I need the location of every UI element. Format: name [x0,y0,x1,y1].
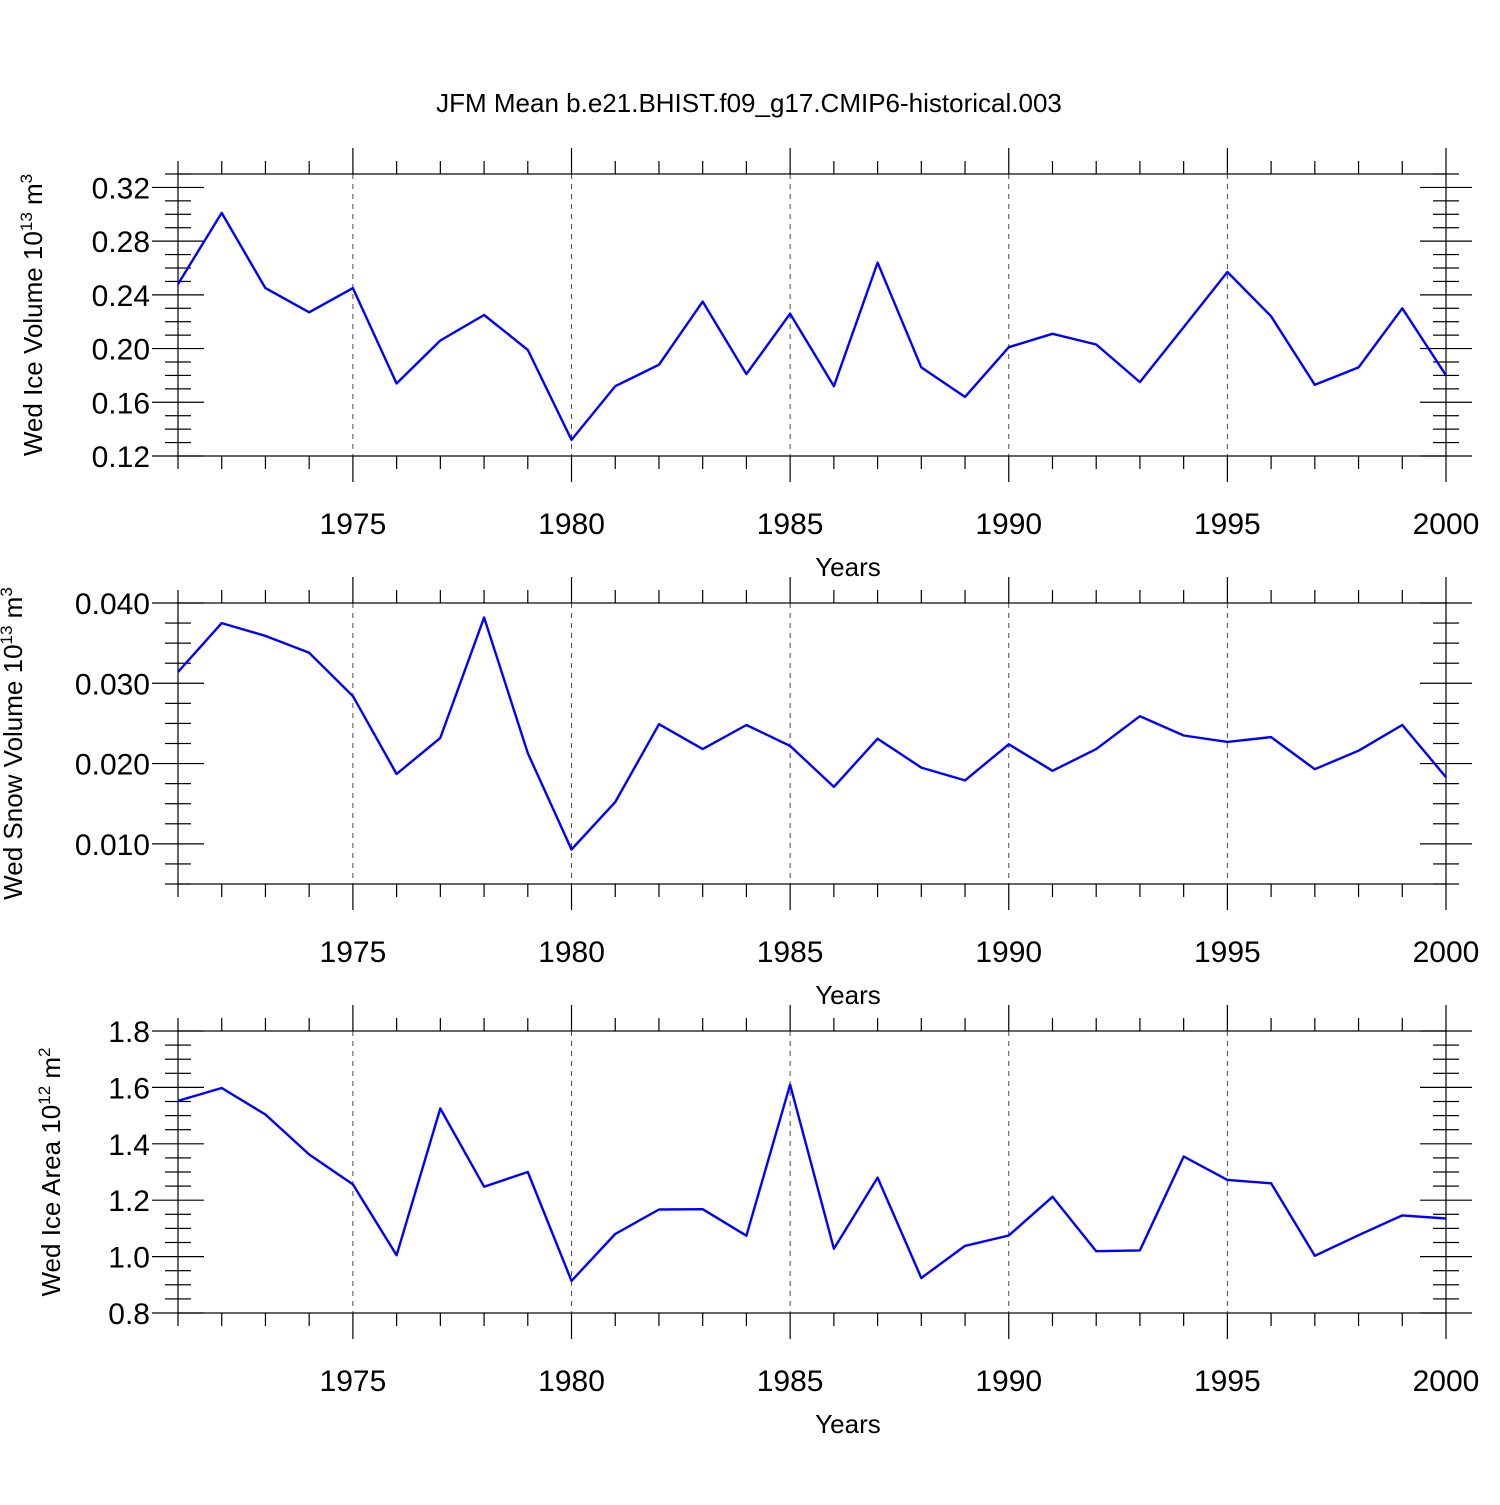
x-tick-label: 1975 [320,508,387,541]
y-tick-label: 1.2 [108,1185,150,1218]
plot-frame [177,602,1447,885]
y-axis-title-main: Wed Snow Volume 10 [0,644,28,899]
y-tick-label: 0.20 [92,334,150,367]
x-axis-title: Years [815,552,881,582]
x-tick-label: 1995 [1194,1365,1261,1398]
y-tick-label: 1.6 [108,1072,150,1105]
y-tick-label: 1.8 [108,1016,150,1049]
x-tick-label: 2000 [1413,1365,1480,1398]
x-tick-label: 1985 [757,508,824,541]
y-axis-title-unit: m [36,1057,66,1086]
y-tick-label: 0.12 [92,441,150,474]
x-tick-label: 1995 [1194,936,1261,969]
y-axis-title-exponent: 13 [0,626,16,645]
y-tick-label: 0.16 [92,387,150,420]
y-tick-label: 0.8 [108,1298,150,1331]
x-tick-label: 1975 [320,1365,387,1398]
x-tick-label: 1990 [975,508,1042,541]
x-tick-label: 2000 [1413,508,1480,541]
x-tick-label: 1995 [1194,508,1261,541]
plot-frame [177,173,1447,457]
y-axis-title-unit-exponent: 3 [17,174,36,183]
y-tick-label: 0.030 [75,668,150,701]
x-tick-label: 2000 [1413,936,1480,969]
y-tick-label: 0.040 [75,588,150,621]
x-tick-label: 1975 [320,936,387,969]
panel-ice-volume: 1975 1980 1985 1990 1995 2000 0.12 0.16 0.20 0.24… [17,148,1479,582]
y-tick-label: 0.24 [92,280,150,313]
y-tick-label: 1.0 [108,1242,150,1275]
y-axis-title-exponent: 12 [35,1086,54,1105]
plot-frame [177,1030,1447,1314]
y-axis-title-main: Wed Ice Volume 10 [18,231,48,456]
x-tick-label: 1980 [538,1365,605,1398]
x-tick-label: 1990 [975,936,1042,969]
panel-snow-volume: 1975 1980 1985 1990 1995 2000 0.010 0.020 0.030 0… [0,577,1479,1010]
x-tick-label: 1980 [538,508,605,541]
y-tick-label: 0.020 [75,749,150,782]
series-line-snow-volume [177,616,1447,851]
chart-title: JFM Mean b.e21.BHIST.f09_g17.CMIP6-histo… [436,88,1062,118]
x-tick-label: 1985 [757,936,824,969]
x-tick-label: 1990 [975,1365,1042,1398]
y-axis-title-unit-exponent: 3 [0,587,16,596]
y-axis-title: Wed Ice Volume 1013 m3 [17,174,48,456]
y-tick-label: 0.32 [92,172,150,205]
x-axis-title: Years [815,980,881,1010]
panels: 1975 1980 1985 1990 1995 2000 0.12 0.16 0.20 0.24… [0,148,1479,1439]
y-tick-label: 0.28 [92,226,150,259]
y-axis-title-main: Wed Ice Area 10 [36,1105,66,1297]
x-axis-title: Years [815,1409,881,1439]
y-axis-title-unit: m [18,183,48,212]
y-axis-title: Wed Snow Volume 1013 m3 [0,587,28,900]
x-tick-label: 1980 [538,936,605,969]
y-axis-title-exponent: 13 [17,212,36,231]
x-tick-label: 1985 [757,1365,824,1398]
panel-ice-area: 1975 1980 1985 1990 1995 2000 0.8 1.0 1.2 1.4 1.6 1… [35,1005,1479,1439]
series-line-ice-area [177,1083,1447,1283]
y-axis-title-unit-exponent: 2 [35,1047,54,1056]
series-line-ice-volume [176,211,1448,442]
y-axis-title-unit: m [0,597,28,626]
y-tick-label: 0.010 [75,829,150,862]
y-tick-label: 1.4 [108,1129,150,1162]
y-axis-title: Wed Ice Area 1012 m2 [35,1047,66,1296]
